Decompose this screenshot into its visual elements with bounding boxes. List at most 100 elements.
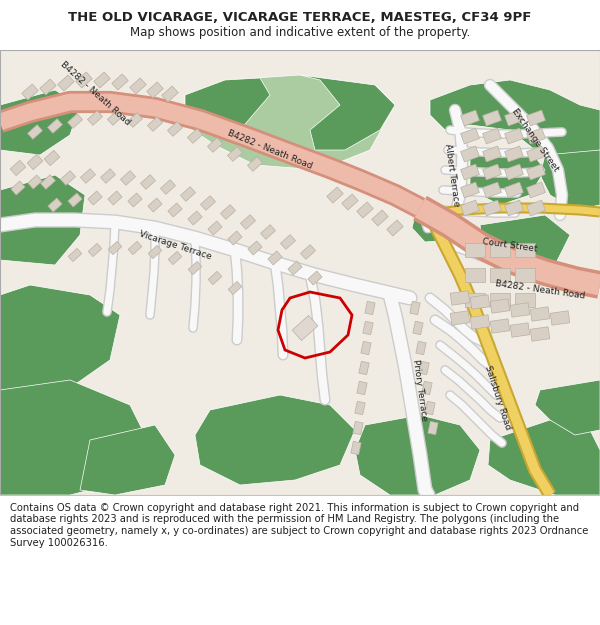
Polygon shape [100,169,116,183]
Polygon shape [540,150,600,210]
Text: Vicarage Terrace: Vicarage Terrace [138,229,212,261]
Polygon shape [200,196,215,211]
Polygon shape [40,79,56,95]
Text: Priory Terrace: Priory Terrace [411,359,429,421]
Polygon shape [413,321,423,335]
Polygon shape [430,80,600,160]
Polygon shape [450,291,470,305]
Polygon shape [185,75,395,170]
Polygon shape [490,319,510,333]
Polygon shape [168,203,182,217]
Polygon shape [482,110,502,126]
Polygon shape [130,78,146,94]
Polygon shape [490,299,510,313]
Polygon shape [127,112,143,128]
Polygon shape [470,315,490,329]
Polygon shape [241,214,256,229]
Polygon shape [292,316,318,341]
Polygon shape [227,147,242,161]
Polygon shape [470,150,545,205]
Polygon shape [505,200,523,216]
Polygon shape [527,128,545,144]
Polygon shape [147,82,163,98]
Text: B4282 - Neath Road: B4282 - Neath Road [58,59,131,127]
Polygon shape [40,174,56,189]
Polygon shape [372,210,388,226]
Polygon shape [0,285,120,395]
Polygon shape [80,425,175,495]
Polygon shape [535,380,600,435]
Polygon shape [121,171,136,186]
Polygon shape [67,114,83,128]
Polygon shape [530,307,550,321]
Polygon shape [490,268,510,282]
Polygon shape [188,261,202,274]
Polygon shape [490,293,510,307]
Polygon shape [412,208,460,242]
Polygon shape [187,129,203,143]
Polygon shape [505,182,523,198]
Polygon shape [308,271,322,285]
Polygon shape [419,361,429,375]
Polygon shape [28,124,43,139]
Polygon shape [515,293,535,307]
Polygon shape [527,200,545,216]
Polygon shape [61,171,76,186]
Polygon shape [461,200,479,216]
Polygon shape [353,421,363,435]
Polygon shape [22,84,38,100]
Polygon shape [461,182,479,198]
Polygon shape [550,311,570,325]
Polygon shape [465,268,485,282]
Polygon shape [505,128,523,144]
Text: Map shows position and indicative extent of the property.: Map shows position and indicative extent… [130,26,470,39]
Polygon shape [461,110,479,126]
Polygon shape [490,243,510,257]
Polygon shape [128,241,142,254]
Polygon shape [27,154,43,170]
Polygon shape [428,421,438,435]
Polygon shape [515,268,535,282]
Polygon shape [11,181,25,195]
Polygon shape [505,146,523,162]
Polygon shape [515,243,535,257]
Polygon shape [387,220,403,236]
Polygon shape [482,200,502,216]
Polygon shape [355,415,480,495]
Polygon shape [148,246,162,259]
Polygon shape [181,187,196,201]
Polygon shape [357,381,367,395]
Polygon shape [357,202,373,218]
Polygon shape [410,301,420,315]
Polygon shape [94,72,110,88]
Polygon shape [359,361,369,375]
Polygon shape [461,146,479,162]
Text: B4282 - Neath Road: B4282 - Neath Road [494,279,586,301]
Polygon shape [280,234,296,249]
Polygon shape [351,441,361,455]
Polygon shape [482,182,502,198]
Polygon shape [361,341,371,355]
Polygon shape [365,301,375,315]
Polygon shape [140,174,155,189]
Polygon shape [208,138,223,152]
Text: Court Street: Court Street [482,237,538,253]
Polygon shape [268,251,282,265]
Polygon shape [527,164,545,180]
Polygon shape [480,215,570,275]
Polygon shape [76,72,92,88]
Polygon shape [228,231,242,245]
Polygon shape [0,90,80,155]
Polygon shape [167,122,182,136]
Polygon shape [208,271,222,284]
Polygon shape [342,194,358,210]
Polygon shape [108,241,122,254]
Polygon shape [422,381,432,395]
Polygon shape [148,198,162,212]
Text: B4282 - Neath Road: B4282 - Neath Road [226,129,314,171]
Polygon shape [510,302,530,318]
Polygon shape [470,295,490,309]
Polygon shape [0,175,85,265]
Polygon shape [527,110,545,126]
Polygon shape [160,179,176,194]
